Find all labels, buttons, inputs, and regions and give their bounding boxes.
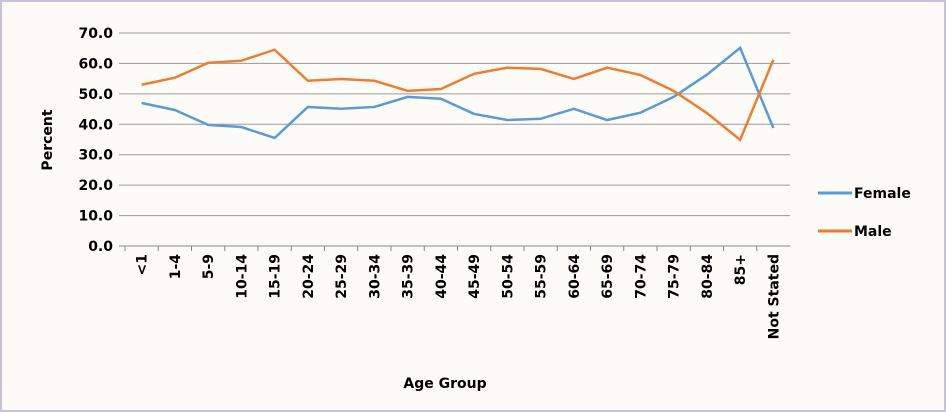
- x-tick-label: 75-79: [667, 254, 683, 299]
- x-tick-label: 60-64: [567, 254, 583, 299]
- x-tick-label: 45-49: [467, 254, 483, 299]
- y-tick-label: 40.0: [78, 117, 113, 133]
- y-tick-label: 60.0: [78, 56, 113, 72]
- x-tick-label: 80-84: [700, 254, 716, 299]
- x-tick-label: 50-54: [500, 254, 516, 299]
- y-tick-label: 0.0: [88, 239, 113, 255]
- x-tick-label: 10-14: [234, 254, 250, 299]
- x-tick-label: 40-44: [434, 254, 450, 299]
- y-tick-label: 50.0: [78, 87, 113, 103]
- y-tick-label: 10.0: [78, 209, 113, 225]
- x-tick-label: 30-34: [367, 254, 383, 299]
- x-axis-label: Age Group: [403, 376, 486, 392]
- x-tick-label: 70-74: [633, 254, 649, 299]
- y-tick-label: 20.0: [78, 178, 113, 194]
- x-tick-label: 85+: [733, 254, 749, 285]
- legend-label: Female: [854, 186, 911, 202]
- x-tick-label: 35-39: [401, 254, 417, 299]
- x-tick-label: 15-19: [268, 254, 284, 299]
- legend-label: Male: [854, 224, 892, 240]
- x-tick-label: Not Stated: [766, 254, 782, 339]
- x-tick-label: 65-69: [600, 254, 616, 299]
- series-line: [141, 48, 775, 142]
- x-tick-label: 20-24: [301, 254, 317, 299]
- x-tick-label: 5-9: [201, 254, 217, 279]
- series-line: [141, 45, 775, 140]
- y-tick-label: 70.0: [78, 26, 113, 42]
- x-tick-label: 25-29: [334, 254, 350, 299]
- y-axis-label: Percent: [40, 109, 56, 170]
- x-tick-label: 1-4: [168, 254, 184, 280]
- x-tick-label: 55-59: [534, 254, 550, 299]
- x-tick-label: <1: [135, 254, 151, 275]
- y-tick-label: 30.0: [78, 148, 113, 164]
